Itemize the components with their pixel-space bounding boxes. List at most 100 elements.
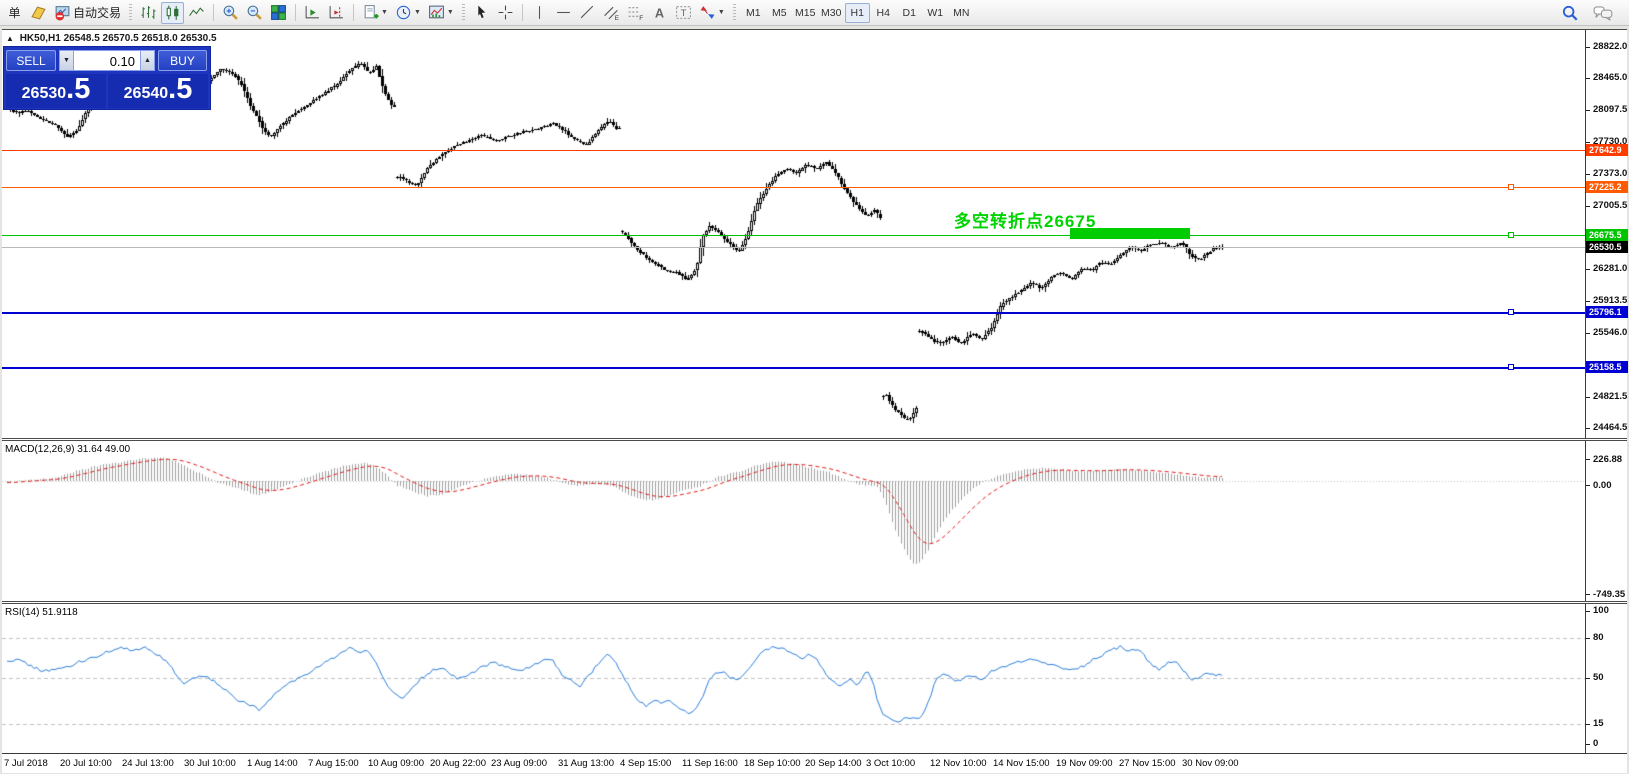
crosshair-tool-button[interactable] [494,2,517,24]
pane-splitter[interactable] [2,438,1627,441]
price-tick-mark [1586,301,1590,302]
period-button[interactable]: ▼ [392,2,424,24]
price-tick-label: 26281.0 [1593,263,1628,274]
text-tool-button[interactable]: A [648,2,671,24]
candlestick-chart-icon [166,5,179,20]
time-label: 20 Jul 10:00 [60,758,112,769]
search-button[interactable] [1558,2,1582,24]
buy-button[interactable]: BUY [158,50,207,71]
panel-collapse-arrow-icon[interactable]: ▲ [6,34,14,43]
rsi-canvas[interactable] [2,604,1585,753]
symbol-ohlc-line: ▲ HK50,H1 26548.5 26570.5 26518.0 26530.… [6,33,217,44]
volume-decrease-button[interactable]: ▼ [59,50,74,71]
price-axis[interactable]: 28822.0 28465.0 28097.5 27730.0 27373.0 27005… [1585,30,1628,753]
candlestick-chart-button[interactable] [161,1,185,24]
channel-tool-button[interactable]: E [600,2,623,24]
timeframe-mn[interactable]: MN [949,3,974,23]
dropdown-caret-icon: ▼ [413,9,421,16]
new-order-window-button[interactable]: ▼ [359,2,391,24]
level-line[interactable] [2,312,1585,314]
price-tick-mark [1586,206,1590,207]
cursor-tool-button[interactable] [470,2,493,24]
price-tag: 25796.1 [1586,306,1628,318]
chat-button[interactable] [1590,2,1616,24]
candlestick-canvas[interactable] [2,30,1585,438]
vertical-line-tool-button[interactable] [528,2,551,24]
profile-button[interactable] [27,2,50,24]
symbol-name: HK50,H1 [19,33,61,44]
tile-windows-button[interactable] [267,2,290,24]
rsi-tick-label: 50 [1593,672,1604,683]
chart-shift-button[interactable] [325,2,348,24]
arrows-tool-button[interactable]: ▼ [696,2,728,24]
svg-text:E: E [615,15,619,21]
macd-tick-mark [1586,485,1590,486]
rsi-tick-mark [1586,638,1590,639]
rsi-tick-label: 0 [1593,738,1599,749]
level-line-handle[interactable] [1508,232,1514,238]
text-icon: A [655,5,664,20]
horizontal-line-tool-button[interactable] [552,2,575,24]
level-line[interactable] [2,235,1585,236]
level-line-handle[interactable] [1508,184,1514,190]
time-label: 31 Aug 13:00 [558,758,614,769]
volume-increase-button[interactable]: ▲ [140,50,155,71]
fibonacci-tool-button[interactable]: F [624,2,647,24]
timeframe-h1[interactable]: H1 [844,2,870,23]
new-order-button[interactable]: 单 [3,2,26,24]
time-label: 10 Aug 09:00 [368,758,424,769]
svg-text:F: F [639,15,643,21]
timeframe-w1[interactable]: W1 [923,3,948,23]
chat-bubbles-icon [1593,5,1613,21]
time-label: 11 Sep 16:00 [682,758,738,769]
one-click-trading-panel: SELL ▼ 0.10 ▲ BUY 26530.5 26540.5 [3,46,211,110]
cursor-icon [478,5,486,19]
timeframe-h4[interactable]: H4 [871,3,896,23]
macd-canvas[interactable] [2,441,1585,601]
timeframe-m15[interactable]: M15 [793,3,818,23]
level-line[interactable] [2,247,1585,248]
indicators-button[interactable]: ▼ [425,2,457,24]
search-icon [1562,5,1578,21]
pane-splitter[interactable] [2,601,1627,604]
label-tool-button[interactable]: T [672,2,695,24]
time-axis[interactable]: 7 Jul 2018 20 Jul 10:00 24 Jul 13:00 30 Jul… [2,753,1627,773]
highlight-bar[interactable] [1070,228,1190,239]
time-label: 19 Nov 09:00 [1056,758,1113,769]
price-tick-label: 28097.5 [1593,104,1628,115]
level-line[interactable] [2,367,1585,369]
macd-tick-mark [1586,459,1590,460]
price-tick-label: 24464.5 [1593,422,1628,433]
level-line[interactable] [2,150,1585,151]
zoom-in-icon [223,5,238,20]
chart-shift-icon [329,6,343,19]
auto-scroll-button[interactable] [301,2,324,24]
price-tick-mark [1586,142,1590,143]
sell-button[interactable]: SELL [6,50,56,71]
chart-plot-area[interactable]: 多空转折点26675 ▲ HK50,H1 26548.5 26570.5 265… [2,30,1585,753]
price-tick-mark [1586,47,1590,48]
level-line-handle[interactable] [1508,309,1514,315]
line-chart-button[interactable] [185,2,208,24]
zoom-in-button[interactable] [219,2,242,24]
macd-indicator-label: MACD(12,26,9) 31.64 49.00 [5,444,131,455]
timeframe-m5[interactable]: M5 [767,3,792,23]
rsi-tick-label: 100 [1593,605,1609,616]
timeframe-m30[interactable]: M30 [819,3,844,23]
equidistant-channel-icon: E [604,6,619,21]
rsi-tick-mark [1586,611,1590,612]
volume-value[interactable]: 0.10 [74,50,140,71]
trendline-tool-button[interactable] [576,2,599,24]
sell-price[interactable]: 26530.5 [6,74,106,108]
macd-tick-label: 0.00 [1593,480,1612,491]
buy-price[interactable]: 26540.5 [108,74,208,108]
trendline-icon [580,5,594,19]
bar-chart-button[interactable] [137,2,160,24]
zoom-out-button[interactable] [243,2,266,24]
timeframe-m1[interactable]: M1 [741,3,766,23]
timeframe-d1[interactable]: D1 [897,3,922,23]
level-line[interactable] [2,187,1585,188]
autotrading-button[interactable]: 自动交易 [51,2,124,24]
annotation-text[interactable]: 多空转折点26675 [954,212,1097,231]
level-line-handle[interactable] [1508,364,1514,370]
